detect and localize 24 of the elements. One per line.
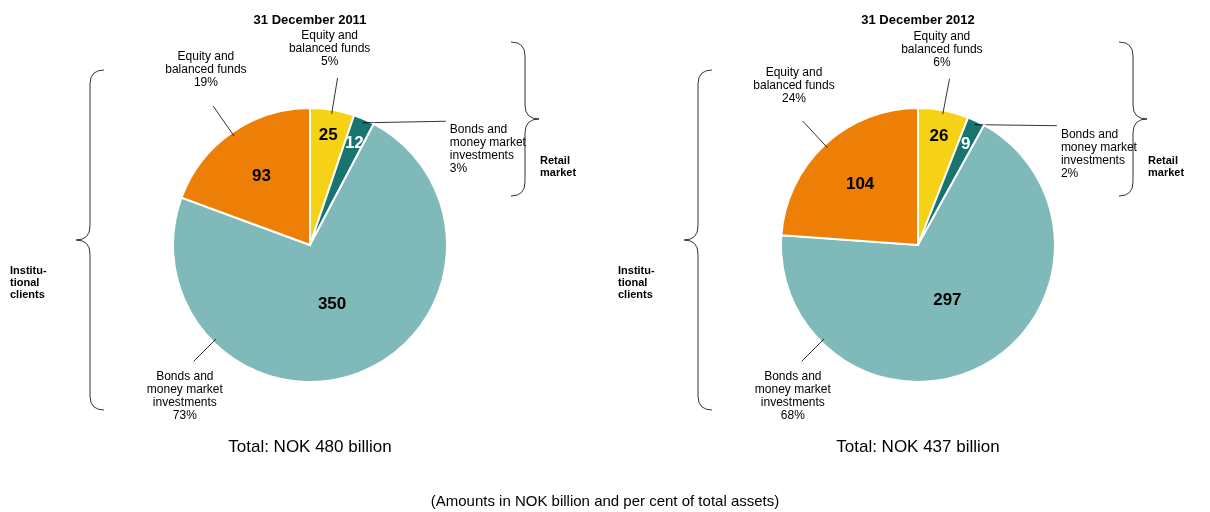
slice-label: Bonds and money market investments 3%: [449, 122, 527, 176]
text: Retail market: [1148, 154, 1185, 178]
data-label: 297: [933, 290, 962, 310]
slice-label: Bonds and money market investments 68%: [754, 369, 832, 423]
text: Total: NOK 437 billion: [836, 437, 1000, 456]
data-label: 350: [317, 293, 347, 313]
text: Retail market: [540, 154, 577, 178]
data-label: 25: [318, 125, 338, 145]
slice-label: Bonds and money market investments 2%: [1060, 126, 1138, 180]
slice-label: Equity and balanced funds 5%: [288, 28, 371, 69]
data-label: 104: [845, 173, 875, 193]
text: Institu- tional clients: [618, 264, 655, 300]
text: Institu- tional clients: [10, 264, 47, 300]
slice-label: Equity and balanced funds 19%: [165, 48, 247, 89]
slice-label: Equity and balanced funds 24%: [753, 64, 835, 105]
text: (Amounts in NOK billion and per cent of total assets): [430, 492, 780, 509]
data-label: 9: [961, 134, 971, 154]
chart-title: 31 December 2011: [253, 12, 367, 27]
text: Total: NOK 480 billion: [228, 437, 392, 456]
data-label: 26: [929, 125, 949, 145]
slice-label: Bonds and money market investments 73%: [146, 369, 224, 423]
chart-title: 31 December 2012: [861, 12, 975, 27]
data-label: 93: [251, 166, 271, 186]
slice-label: Equity and balanced funds 6%: [901, 29, 983, 70]
